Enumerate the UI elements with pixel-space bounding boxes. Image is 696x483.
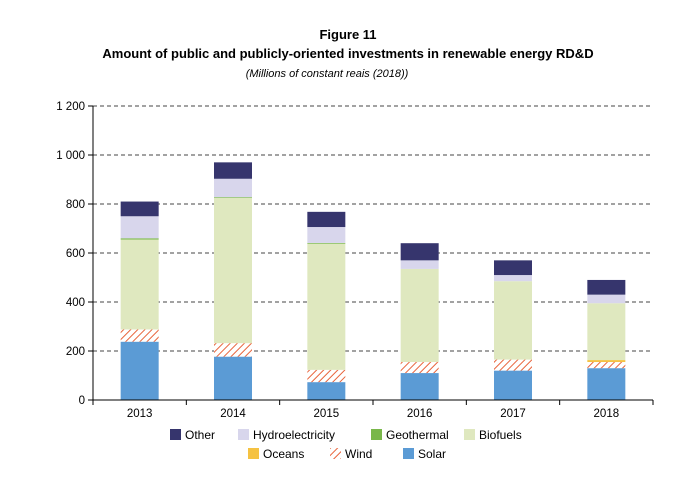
bar-hydroelectricity-2014 <box>214 178 252 198</box>
legend-swatch-other <box>170 429 181 440</box>
bar-wind-2016 <box>400 362 439 374</box>
y-tick-label: 1 200 <box>56 101 85 113</box>
bar-geothermal-2014 <box>214 197 252 198</box>
x-tick-label-2018: 2018 <box>594 408 620 420</box>
figure-label: Figure 11 <box>319 27 376 42</box>
bar-hydroelectricity-2013 <box>120 216 159 239</box>
bar-wind-2015 <box>307 369 346 383</box>
legend-swatch-solar <box>403 448 414 459</box>
legend-label-hydroelectricity: Hydroelectricity <box>253 428 335 442</box>
axes: 0 200 400 600 800 1 000 1 200 2013 2014 2015 2016 2… <box>56 101 654 420</box>
legend-label-wind: Wind <box>345 447 372 461</box>
legend-swatch-biofuels <box>464 429 475 440</box>
bar-hydroelectricity-2018 <box>587 294 626 304</box>
bar-hydroelectricity-2017 <box>494 275 532 282</box>
bar-geothermal-2013 <box>120 238 159 240</box>
bar-wind-2014 <box>214 343 252 357</box>
legend-swatch-hydroelectricity <box>238 429 249 440</box>
bar-other-2018 <box>587 279 626 295</box>
bar-other-2013 <box>120 201 159 217</box>
bar-solar-2014 <box>214 356 252 400</box>
legend-label-other: Other <box>185 428 215 442</box>
y-tick-label: 600 <box>66 248 85 260</box>
x-tick-label-2016: 2016 <box>407 408 433 420</box>
bar-other-2015 <box>307 211 346 228</box>
x-tick-label-2017: 2017 <box>500 408 526 420</box>
bar-geothermal-2015 <box>307 242 346 244</box>
bar-other-2017 <box>494 260 532 276</box>
bar-solar-2017 <box>494 370 532 400</box>
bar-hydroelectricity-2015 <box>307 227 346 243</box>
y-tick-label: 400 <box>66 297 85 309</box>
bar-hydroelectricity-2016 <box>400 260 439 269</box>
bar-biofuels-2017 <box>494 281 532 360</box>
bar-wind-2017 <box>494 359 532 371</box>
bars <box>120 162 626 400</box>
legend-label-oceans: Oceans <box>263 447 304 461</box>
bar-solar-2018 <box>587 368 626 400</box>
bar-wind-2018 <box>587 362 626 369</box>
bar-oceans-2018 <box>587 360 626 363</box>
legend-label-solar: Solar <box>418 447 446 461</box>
legend-label-biofuels: Biofuels <box>479 428 522 442</box>
bar-other-2016 <box>400 243 439 261</box>
bar-solar-2016 <box>400 373 439 400</box>
bar-biofuels-2013 <box>120 239 159 330</box>
x-tick-label-2015: 2015 <box>314 408 340 420</box>
bar-biofuels-2018 <box>587 303 626 361</box>
chart-title: Amount of public and publicly-oriented i… <box>102 46 593 61</box>
y-tick-label: 800 <box>66 199 85 211</box>
grid <box>93 105 653 352</box>
bar-biofuels-2016 <box>400 268 439 363</box>
bar-solar-2013 <box>120 341 159 400</box>
y-tick-label: 0 <box>79 395 85 407</box>
x-tick-label-2013: 2013 <box>127 408 153 420</box>
legend-label-geothermal: Geothermal <box>386 428 449 442</box>
x-tick-label-2014: 2014 <box>220 408 246 420</box>
legend: Other Hydroelectricity Geothermal Biofuels O… <box>170 428 522 461</box>
chart-subtitle: (Millions of constant reais (2018)) <box>246 68 409 80</box>
bar-wind-2013 <box>120 329 159 342</box>
legend-swatch-geothermal <box>371 429 382 440</box>
legend-swatch-wind <box>330 448 341 459</box>
bar-biofuels-2014 <box>214 197 252 344</box>
bar-solar-2015 <box>307 382 346 400</box>
bar-biofuels-2015 <box>307 243 346 370</box>
y-tick-label: 200 <box>66 346 85 358</box>
y-tick-label: 1 000 <box>56 150 85 162</box>
bar-other-2014 <box>214 162 252 179</box>
legend-swatch-oceans <box>248 448 259 459</box>
